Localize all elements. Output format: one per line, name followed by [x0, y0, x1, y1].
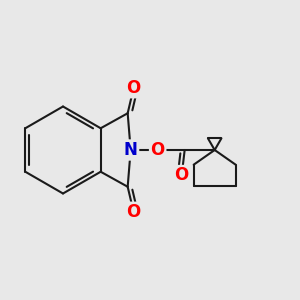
- Text: O: O: [175, 167, 189, 184]
- Text: O: O: [151, 141, 165, 159]
- Text: O: O: [127, 79, 141, 97]
- Text: N: N: [124, 141, 138, 159]
- Text: O: O: [127, 203, 141, 221]
